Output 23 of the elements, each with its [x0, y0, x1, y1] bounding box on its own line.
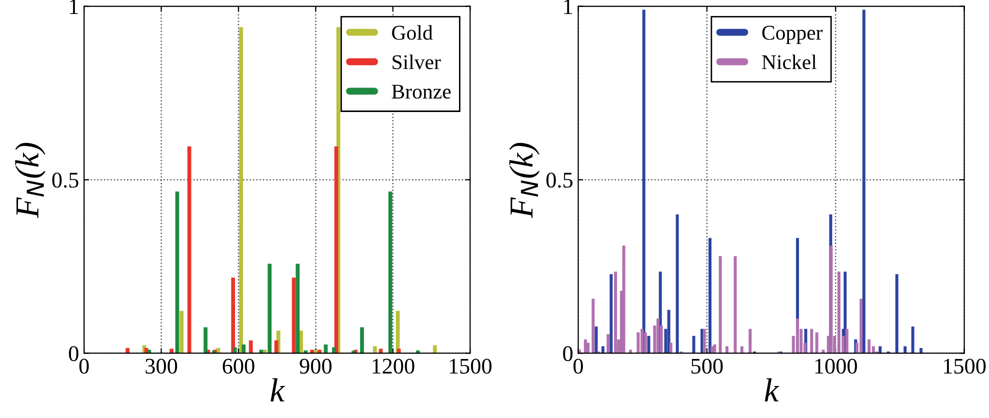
x-tick-label: 1500: [450, 358, 492, 374]
x-tick-label: 0: [574, 358, 583, 374]
x-tick-label: 0: [79, 358, 89, 374]
x-tick-label: 500: [692, 358, 723, 374]
legend-label: Copper: [762, 26, 823, 44]
y-axis-title: F$_{N}$(k): [15, 142, 46, 218]
legend-label: Bronze: [392, 84, 451, 99]
x-axis-title: k: [764, 378, 780, 402]
y-tick-label: 0: [563, 346, 573, 362]
x-axis-title: k: [270, 378, 285, 402]
x-tick-label: 600: [222, 358, 254, 374]
x-tick-label: 1200: [372, 358, 414, 374]
y-tick-label: 0.5: [546, 172, 572, 188]
legend-label: Silver: [392, 54, 441, 70]
x-tick-label: 300: [146, 358, 178, 374]
x-tick-label: 1500: [944, 358, 986, 374]
y-tick-label: 0.5: [52, 172, 78, 188]
x-tick-label: 1000: [815, 358, 857, 374]
legend-label: Gold: [392, 25, 433, 40]
legend-label: Nickel: [762, 54, 817, 70]
x-tick-label: 900: [300, 358, 332, 374]
y-tick-label: 0: [68, 346, 78, 362]
y-axis-title: F$_{N}$(k): [509, 142, 540, 218]
